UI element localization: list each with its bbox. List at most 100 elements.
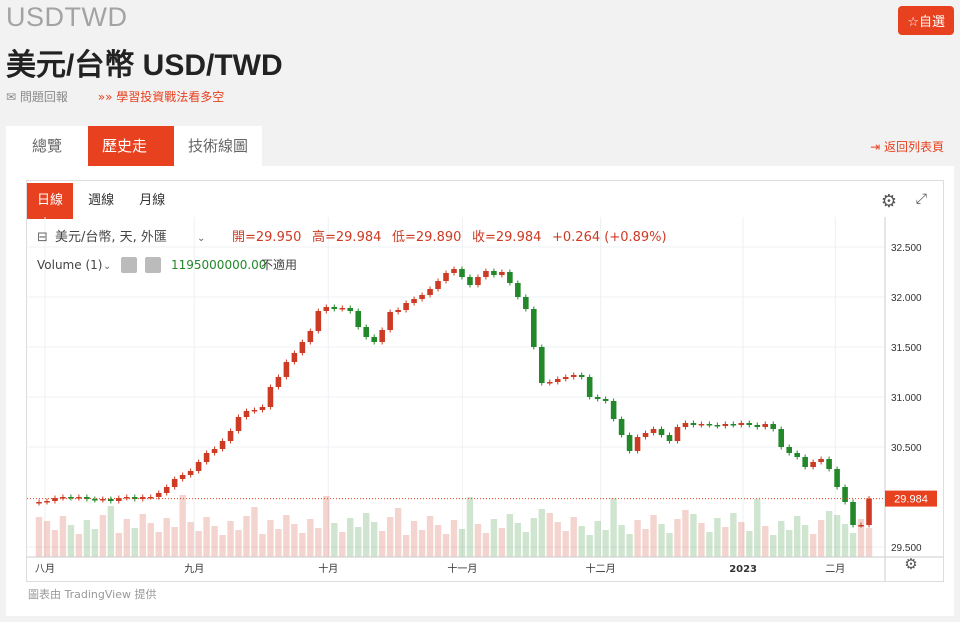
volume-bar bbox=[323, 496, 330, 557]
volume-bar bbox=[347, 518, 354, 557]
fullscreen-icon[interactable]: ⤢ bbox=[915, 191, 927, 207]
volume-bar bbox=[650, 515, 657, 557]
candle-body bbox=[331, 307, 338, 309]
volume-bar bbox=[562, 531, 569, 557]
volume-bar bbox=[378, 531, 386, 557]
candle-body bbox=[219, 441, 226, 449]
candle-body bbox=[802, 457, 808, 467]
chart-credit: 圖表由 TradingView 提供 bbox=[28, 588, 157, 601]
candle-body bbox=[307, 331, 314, 342]
candle-body bbox=[379, 330, 385, 342]
tab-technical-chart[interactable]: 技術線圖 bbox=[174, 126, 262, 166]
volume-bar bbox=[171, 527, 178, 557]
volume-bar bbox=[642, 529, 649, 557]
volume-bar bbox=[626, 534, 633, 557]
candle-body bbox=[323, 307, 330, 311]
candle-body bbox=[363, 327, 370, 337]
volume-bar bbox=[498, 528, 506, 557]
legend-open: 開=29.950 bbox=[232, 230, 301, 245]
interval-monthly[interactable]: 月線 bbox=[139, 193, 166, 208]
volume-bar bbox=[195, 531, 202, 557]
interval-daily[interactable]: 日線 bbox=[27, 183, 74, 219]
candle-body bbox=[347, 308, 354, 311]
chevron-down-icon: ⌄ bbox=[103, 261, 111, 272]
volume-bar bbox=[594, 521, 601, 557]
settings-gear-icon[interactable]: ⚙ bbox=[880, 191, 897, 212]
feedback-link[interactable]: 問題回報 bbox=[19, 90, 68, 104]
candle-body bbox=[419, 295, 425, 299]
price-tick-label: 31.000 bbox=[891, 393, 922, 404]
learn-link[interactable]: »» 學習投資戰法看多空 bbox=[98, 90, 225, 104]
volume-bar bbox=[730, 513, 737, 557]
candle-body bbox=[578, 375, 585, 377]
volume-bar bbox=[578, 526, 585, 557]
candlestick-chart[interactable]: 32.500 32.000 31.500 31.000 30.500 29.500 八月 九… bbox=[27, 217, 943, 581]
back-to-list-label: 返回列表頁 bbox=[883, 140, 944, 154]
volume-bar bbox=[235, 530, 242, 557]
volume-bar bbox=[825, 511, 833, 557]
volume-bar bbox=[801, 525, 809, 557]
candle-body bbox=[435, 281, 441, 289]
candle-body bbox=[507, 272, 513, 283]
volume-bar bbox=[267, 520, 274, 557]
volume-bar bbox=[370, 522, 378, 557]
volume-bar bbox=[187, 522, 194, 557]
time-axis: 八月 九月 十月 十一月 十二月 2023 二月 bbox=[35, 562, 845, 575]
candle-body bbox=[283, 362, 290, 377]
interval-weekly[interactable]: 週線 bbox=[88, 193, 115, 208]
candle-body bbox=[179, 475, 186, 479]
volume-bar bbox=[786, 530, 793, 557]
volume-bar bbox=[402, 535, 410, 557]
candle-body bbox=[690, 423, 697, 425]
volume-bar bbox=[538, 509, 545, 557]
legend-collapse-icon: ⊟ bbox=[37, 230, 48, 245]
candle-body bbox=[116, 498, 122, 501]
candle-body bbox=[467, 277, 473, 285]
candle-body bbox=[123, 497, 130, 499]
tab-history[interactable]: 歷史走勢 bbox=[88, 126, 174, 195]
candle-body bbox=[634, 437, 641, 451]
volume-bar bbox=[410, 521, 418, 557]
main-tabs: 總覽 歷史走勢 技術線圖 bbox=[6, 126, 262, 195]
candle-body bbox=[602, 399, 609, 401]
volume-bar bbox=[83, 520, 91, 557]
candle-body bbox=[371, 337, 377, 342]
tab-overview[interactable]: 總覽 bbox=[6, 126, 88, 166]
volume-bar bbox=[219, 535, 226, 557]
candle-body bbox=[570, 375, 577, 377]
volume-bar bbox=[474, 524, 482, 557]
candle-body bbox=[610, 401, 617, 419]
candle-body bbox=[810, 462, 816, 467]
volume-bar bbox=[778, 521, 785, 557]
volume-bar bbox=[546, 513, 553, 557]
volume-bar bbox=[746, 531, 753, 557]
last-price-box bbox=[885, 490, 937, 507]
mail-icon: ✉ bbox=[6, 90, 17, 104]
interval-switcher: 日線 週線 月線 bbox=[27, 181, 175, 219]
candle-body bbox=[155, 493, 162, 497]
time-tick-label: 2023 bbox=[729, 564, 757, 575]
volume-bar bbox=[706, 532, 713, 557]
volume-bar bbox=[482, 533, 490, 557]
chevron-arrows-icon: »» bbox=[97, 90, 117, 104]
candle-body bbox=[187, 471, 194, 475]
candle-body bbox=[698, 424, 705, 426]
volume-bar bbox=[793, 516, 801, 557]
candle-body bbox=[850, 502, 856, 525]
candle-body bbox=[818, 459, 824, 462]
volume-bar bbox=[865, 528, 873, 557]
volume-bar bbox=[522, 532, 530, 557]
volume-bar bbox=[147, 523, 154, 557]
candle-body bbox=[842, 487, 848, 502]
ticker-code: USDTWD bbox=[6, 2, 128, 32]
add-watchlist-button[interactable]: ☆自選 bbox=[898, 6, 954, 35]
candle-body bbox=[475, 277, 481, 285]
volume-bar bbox=[849, 533, 857, 557]
volume-bar bbox=[155, 532, 162, 557]
volume-bar bbox=[275, 529, 282, 557]
price-candles bbox=[36, 266, 872, 528]
candle-body bbox=[858, 525, 864, 527]
candle-body bbox=[826, 459, 832, 469]
back-to-list-link[interactable]: ⇥ 返回列表頁 bbox=[870, 138, 944, 155]
candle-body bbox=[259, 407, 266, 410]
